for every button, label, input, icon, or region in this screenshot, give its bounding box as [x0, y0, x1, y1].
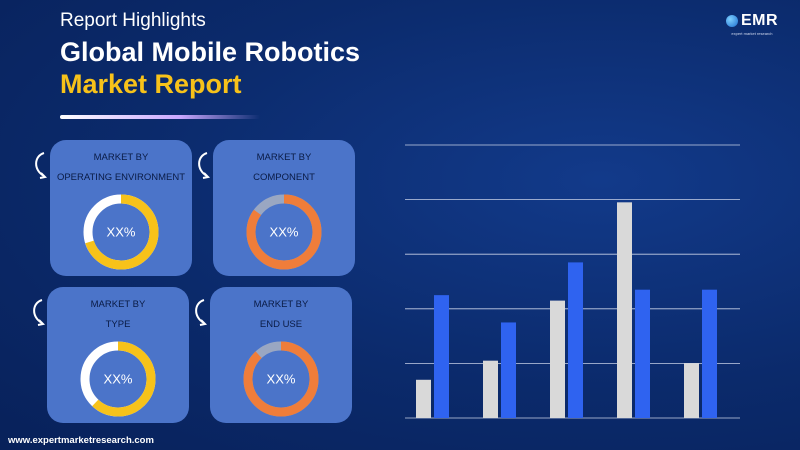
donut-value: XX%: [269, 224, 299, 240]
card-label: MARKET BY COMPONENT: [213, 148, 355, 188]
emr-logo: EMR expert market research: [725, 12, 778, 36]
bar-series1-group2: [483, 360, 498, 418]
card-type: MARKET BY TYPE XX%: [47, 287, 189, 423]
donut-value: XX%: [106, 224, 136, 240]
bar-series1-group4: [617, 202, 632, 418]
card-operating-environment: MARKET BY OPERATING ENVIRONMENT XX%: [50, 140, 192, 276]
donut-chart: XX%: [80, 341, 156, 417]
logo-tagline: expert market research: [731, 31, 773, 36]
card-label: MARKET BY TYPE: [47, 295, 189, 335]
curved-arrow-icon: [198, 152, 211, 179]
donut-value: XX%: [103, 371, 133, 387]
bar-series2-group4: [635, 289, 650, 418]
bar-series2-group5: [702, 289, 717, 418]
donut-arc: [243, 341, 319, 417]
donut-value: XX%: [266, 371, 296, 387]
report-title-line2: Market Report: [60, 69, 242, 99]
bar-series2-group3: [568, 262, 583, 418]
card-end-use: MARKET BY END USE XX%: [210, 287, 352, 423]
donut-chart: XX%: [246, 194, 322, 270]
bar-series2-group1: [434, 295, 449, 418]
logo-text: EMR: [740, 12, 778, 29]
bar-series2-group2: [501, 322, 516, 418]
donut-ring: [83, 194, 159, 270]
donut-chart: XX%: [83, 194, 159, 270]
curved-arrow-icon: [35, 152, 48, 179]
header: Report Highlights Global Mobile Robotics…: [60, 10, 360, 100]
curved-arrow-icon: [195, 299, 208, 326]
bar-series1-group3: [550, 300, 565, 418]
title-underline: [60, 115, 260, 119]
donut-ring: [243, 341, 319, 417]
bar-chart: [405, 144, 740, 419]
donut-ring: [246, 194, 322, 270]
card-label: MARKET BY END USE: [210, 295, 352, 335]
donut-arc: [80, 341, 156, 417]
globe-icon: [725, 15, 738, 27]
card-component: MARKET BY COMPONENT XX%: [213, 140, 355, 276]
card-label-line1: MARKET BY: [256, 152, 312, 163]
footer-url: www.expertmarketresearch.com: [8, 435, 154, 446]
bar-series1-group1: [416, 379, 431, 418]
card-label: MARKET BY OPERATING ENVIRONMENT: [50, 148, 192, 188]
card-label-line2: END USE: [259, 319, 303, 330]
bar-series1-group5: [684, 363, 699, 418]
card-label-line2: OPERATING ENVIRONMENT: [56, 172, 186, 183]
card-label-line1: MARKET BY: [90, 299, 146, 310]
donut-ring: [80, 341, 156, 417]
report-subtitle: Report Highlights: [60, 10, 206, 31]
donut-arc: [83, 194, 159, 270]
card-label-line1: MARKET BY: [93, 152, 149, 163]
donut-arc: [246, 194, 322, 270]
logo-mark: EMR: [725, 12, 778, 30]
card-label-line2: COMPONENT: [253, 172, 315, 183]
report-title-line1: Global Mobile Robotics: [60, 37, 361, 67]
curved-arrow-icon: [33, 299, 46, 326]
card-label-line1: MARKET BY: [253, 299, 309, 310]
card-label-line2: TYPE: [105, 319, 131, 330]
donut-chart: XX%: [243, 341, 319, 417]
